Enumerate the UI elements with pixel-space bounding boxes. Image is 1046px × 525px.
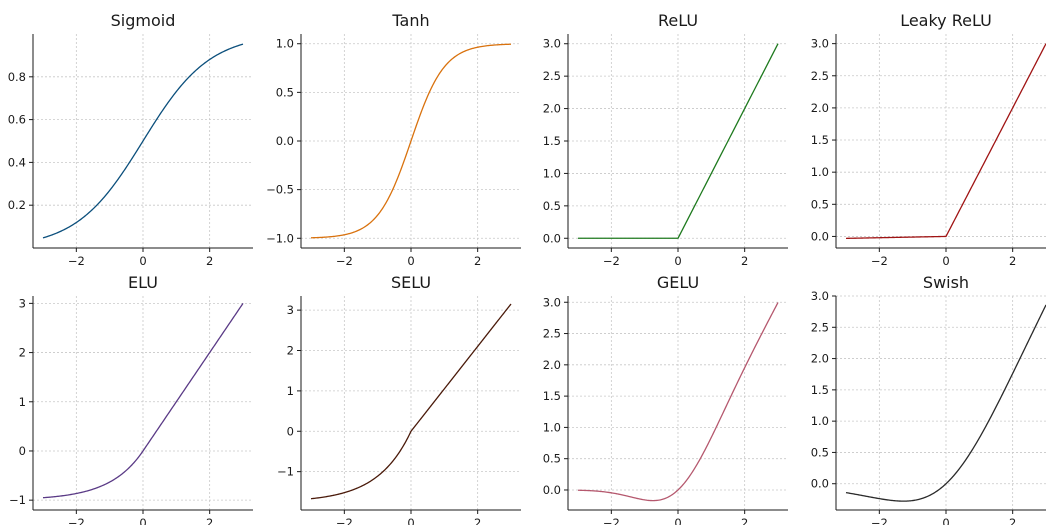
- chart-panel-relu: −2 0 2 0.0 0.5 1.0 1.5 2.0 2.5 3.0 ReLU: [543, 11, 788, 268]
- chart-panel-leaky_relu: −2 0 2 0.0 0.5 1.0 1.5 2.0 2.5 3.0 Leaky ReLU: [811, 11, 1046, 268]
- x-tick-label: −2: [336, 254, 353, 268]
- y-tick-label: 1: [287, 384, 294, 398]
- y-tick-label: 1.0: [811, 414, 829, 428]
- x-tick-label: −2: [871, 516, 888, 525]
- chart-title: ELU: [128, 273, 158, 292]
- x-tick-label: 2: [741, 516, 748, 525]
- y-tick-label: 3.0: [811, 37, 829, 51]
- y-tick-label: 2: [19, 346, 26, 360]
- x-tick-label: 0: [139, 516, 146, 525]
- x-tick-label: −2: [871, 254, 888, 268]
- x-tick-label: 2: [741, 254, 748, 268]
- y-tick-label: 0.0: [811, 229, 829, 243]
- y-tick-label: 1: [19, 395, 26, 409]
- series-line-elu: [42, 303, 244, 499]
- y-tick-label: 2.0: [811, 352, 829, 366]
- y-tick-label: 2.5: [811, 320, 829, 334]
- x-tick-label: −2: [603, 254, 620, 268]
- y-tick-label: 0.5: [543, 199, 561, 213]
- y-tick-label: 0.0: [543, 483, 561, 497]
- x-tick-label: 2: [474, 254, 481, 268]
- y-tick-label: 3.0: [543, 37, 561, 51]
- series-line-relu: [578, 43, 779, 239]
- y-tick-label: 2.0: [543, 358, 561, 372]
- y-tick-label: 1.0: [811, 165, 829, 179]
- y-tick-label: 1.0: [276, 37, 294, 51]
- x-tick-label: 0: [674, 254, 681, 268]
- y-tick-label: 0.8: [8, 70, 26, 84]
- y-tick-label: 0.5: [276, 85, 294, 99]
- y-tick-label: 3: [19, 296, 26, 310]
- y-tick-label: 0: [19, 444, 26, 458]
- y-tick-label: 0.4: [8, 155, 26, 169]
- x-tick-label: 0: [942, 254, 949, 268]
- x-tick-label: −2: [336, 516, 353, 525]
- y-tick-label: 2.5: [811, 69, 829, 83]
- y-tick-label: 0.0: [543, 231, 561, 245]
- y-tick-label: 1.0: [543, 420, 561, 434]
- x-tick-label: 2: [1009, 516, 1016, 525]
- x-tick-label: 2: [474, 516, 481, 525]
- x-tick-label: −2: [68, 516, 85, 525]
- y-tick-label: −1: [9, 493, 26, 507]
- y-tick-label: 2.0: [811, 101, 829, 115]
- chart-title: Leaky ReLU: [900, 11, 992, 30]
- x-tick-label: 2: [206, 254, 213, 268]
- chart-title: Tanh: [391, 11, 429, 30]
- y-tick-label: 0: [287, 424, 294, 438]
- y-tick-label: 2.5: [543, 69, 561, 83]
- x-tick-label: −2: [68, 254, 85, 268]
- x-tick-label: 0: [407, 254, 414, 268]
- chart-panel-tanh: −2 0 2 −1.0 −0.5 0.0 0.5 1.0 Tanh: [266, 11, 521, 268]
- series-line-tanh: [310, 43, 512, 239]
- series-line-gelu: [577, 302, 779, 502]
- chart-title: Sigmoid: [111, 11, 176, 30]
- y-tick-label: 1.5: [543, 134, 561, 148]
- x-tick-label: 0: [139, 254, 146, 268]
- y-tick-label: 1.5: [543, 389, 561, 403]
- x-tick-label: 0: [674, 516, 681, 525]
- chart-title: Swish: [923, 273, 969, 292]
- chart-panel-swish: −2 0 2 0.0 0.5 1.0 1.5 2.0 2.5 3.0 Swish: [811, 273, 1046, 525]
- y-tick-label: 3.0: [543, 295, 561, 309]
- x-tick-label: 0: [407, 516, 414, 525]
- series-line-sigmoid: [42, 43, 244, 239]
- x-tick-label: 2: [206, 516, 213, 525]
- chart-title: GELU: [657, 273, 699, 292]
- chart-title: SELU: [391, 273, 431, 292]
- series-line-swish: [845, 304, 1046, 502]
- y-tick-label: 1.5: [811, 383, 829, 397]
- y-tick-label: −0.5: [266, 183, 294, 197]
- chart-panel-gelu: −2 0 2 0.0 0.5 1.0 1.5 2.0 2.5 3.0 GELU: [543, 273, 788, 525]
- y-tick-label: 3: [287, 303, 294, 317]
- series-line-leaky_relu: [845, 43, 1046, 240]
- y-tick-label: 2: [287, 344, 294, 358]
- y-tick-label: 0.0: [811, 477, 829, 491]
- y-tick-label: −1.0: [266, 231, 294, 245]
- y-tick-label: 2.0: [543, 102, 561, 116]
- y-tick-label: 1.0: [543, 166, 561, 180]
- y-tick-label: −1: [277, 465, 294, 479]
- chart-title: ReLU: [658, 11, 698, 30]
- y-tick-label: 1.5: [811, 133, 829, 147]
- y-tick-label: 3.0: [811, 289, 829, 303]
- x-tick-label: 2: [1009, 254, 1016, 268]
- y-tick-label: 0.5: [811, 445, 829, 459]
- x-tick-label: 0: [942, 516, 949, 525]
- x-tick-label: −2: [603, 516, 620, 525]
- y-tick-label: 0.5: [543, 452, 561, 466]
- chart-panel-elu: −2 0 2 −1 0 1 2 3 ELU: [9, 273, 253, 525]
- y-tick-label: 0.6: [8, 113, 26, 127]
- chart-panel-selu: −2 0 2 −1 0 1 2 3 SELU: [277, 273, 521, 525]
- chart-panel-sigmoid: −2 0 2 0.2 0.4 0.6 0.8 Sigmoid: [8, 11, 253, 268]
- y-tick-label: 0.5: [811, 197, 829, 211]
- y-tick-label: 0.2: [8, 198, 26, 212]
- y-tick-label: 0.0: [276, 134, 294, 148]
- series-line-selu: [310, 303, 512, 500]
- y-tick-label: 2.5: [543, 327, 561, 341]
